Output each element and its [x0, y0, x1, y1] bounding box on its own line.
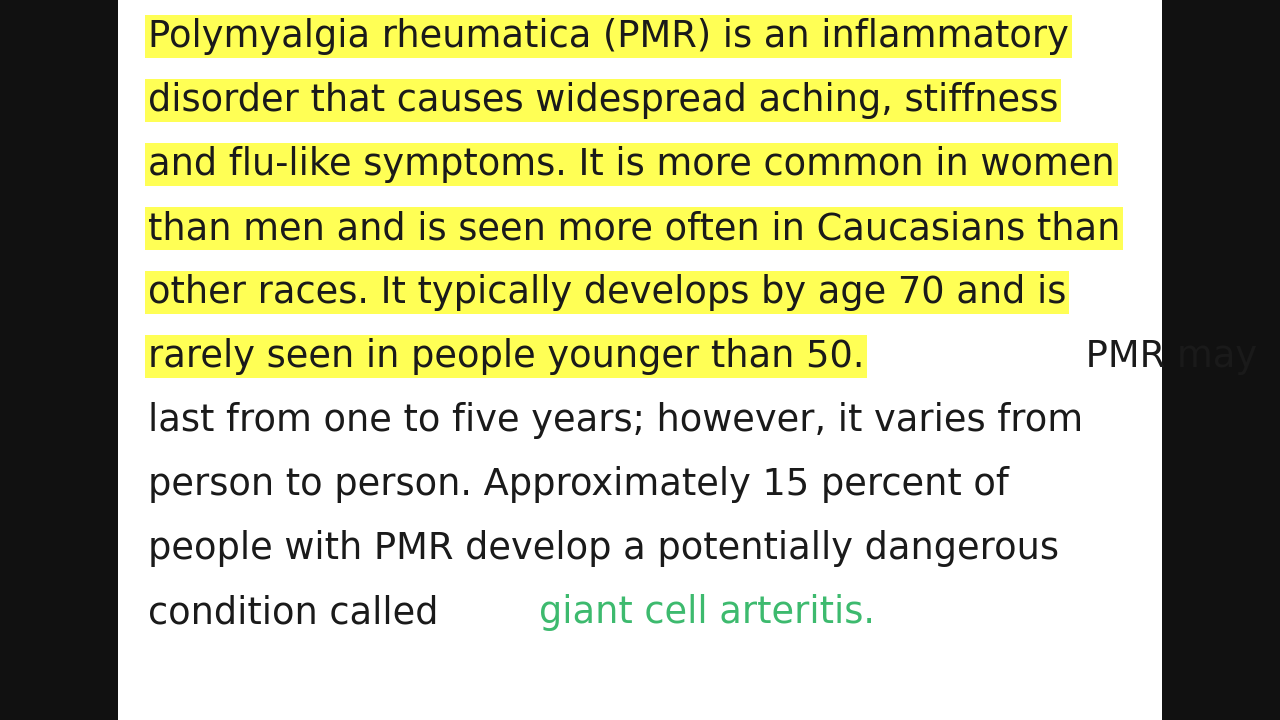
Text: than men and is seen more often in Caucasians than: than men and is seen more often in Cauca…: [148, 210, 1120, 247]
Text: disorder that causes widespread aching, stiffness: disorder that causes widespread aching, …: [148, 82, 1059, 119]
Text: person to person. Approximately 15 percent of: person to person. Approximately 15 perce…: [148, 466, 1009, 503]
Text: Polymyalgia rheumatica (PMR) is an inflammatory: Polymyalgia rheumatica (PMR) is an infla…: [148, 18, 1069, 55]
Text: last from one to five years; however, it varies from: last from one to five years; however, it…: [148, 402, 1083, 439]
Text: rarely seen in people younger than 50.: rarely seen in people younger than 50.: [148, 338, 864, 375]
Bar: [118, 0, 1162, 720]
Text: people with PMR develop a potentially dangerous: people with PMR develop a potentially da…: [148, 530, 1059, 567]
Text: condition called: condition called: [148, 594, 451, 631]
Text: and flu-like symptoms. It is more common in women: and flu-like symptoms. It is more common…: [148, 146, 1115, 183]
Text: PMR may: PMR may: [1074, 338, 1257, 375]
Text: other races. It typically develops by age 70 and is: other races. It typically develops by ag…: [148, 274, 1066, 311]
Text: giant cell arteritis.: giant cell arteritis.: [539, 594, 874, 631]
